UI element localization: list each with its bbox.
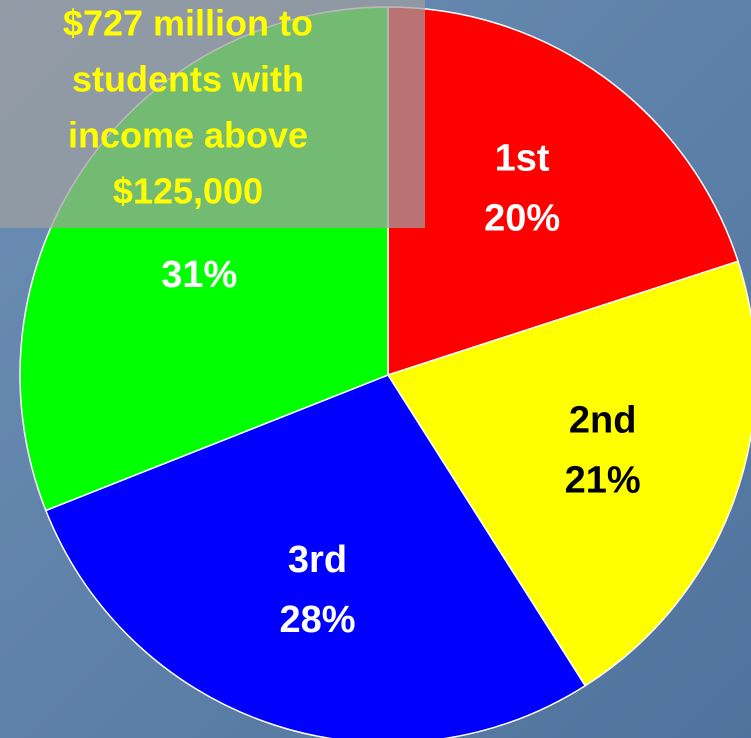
annotation-box xyxy=(0,0,425,228)
annotation-line: income above xyxy=(68,115,308,156)
slice-label: 2nd xyxy=(569,399,637,441)
pie-slice xyxy=(386,260,751,687)
slice-value-label: 20% xyxy=(484,197,560,239)
pie-slice xyxy=(44,374,587,738)
annotation-line: students with xyxy=(72,59,304,100)
annotation-line: $125,000 xyxy=(113,171,263,212)
slice-value-label: 31% xyxy=(161,254,237,296)
slice-label: 1st xyxy=(495,137,550,179)
annotation: $727 million to students with income above… xyxy=(63,3,313,212)
annotation-line: $727 million to xyxy=(63,3,313,44)
slice-value-label: 21% xyxy=(565,459,641,501)
pie-slice xyxy=(387,6,739,377)
slice-value-label: 28% xyxy=(279,599,355,641)
slice-label: 3rd xyxy=(288,539,347,581)
